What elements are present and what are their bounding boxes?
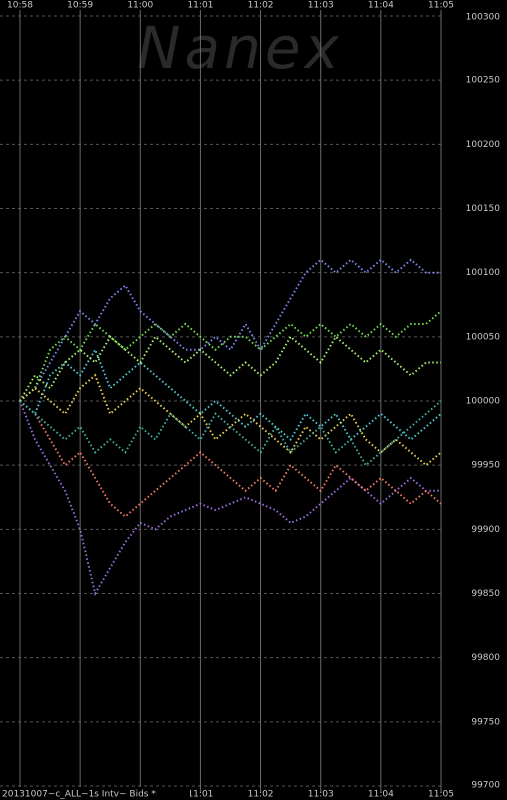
x-tick-label-top: 11:01 (187, 1, 213, 11)
y-tick-label: 99750 (471, 717, 500, 727)
x-tick-label-top: 11:02 (248, 1, 274, 11)
series-line (19, 310, 442, 402)
x-tick-label-top: 11:00 (127, 1, 153, 11)
y-tick-label: 100050 (466, 332, 501, 342)
watermark: Nanex (137, 14, 343, 82)
series-line (19, 258, 441, 402)
y-tick-label: 100250 (466, 76, 501, 86)
y-tick-label: 99850 (471, 589, 500, 599)
series-line (19, 400, 441, 597)
x-tick-label-bottom: 11:03 (308, 790, 334, 800)
series-line (19, 400, 442, 518)
y-tick-label: 100100 (466, 268, 501, 278)
x-tick-label-top: 11:05 (428, 1, 454, 11)
series-line (19, 400, 442, 467)
x-tick-label-top: 11:04 (368, 1, 394, 11)
y-tick-label: 100150 (466, 204, 501, 214)
x-tick-label-top: 10:59 (67, 1, 93, 11)
y-tick-label: 100200 (466, 140, 501, 150)
x-tick-label-bottom: 11:01 (187, 790, 213, 800)
x-tick-label-bottom: 11:05 (428, 790, 454, 800)
x-tick-label-bottom: 11:02 (248, 790, 274, 800)
footer-bg (0, 787, 190, 800)
y-tick-label: 99700 (471, 781, 500, 791)
y-tick-label: 99900 (471, 525, 500, 535)
x-tick-label-top: 11:03 (308, 1, 334, 11)
x-tick-label-bottom: 11:04 (368, 790, 394, 800)
y-tick-label: 99800 (471, 653, 500, 663)
y-tick-label: 99950 (471, 461, 500, 471)
y-tick-label: 100300 (466, 13, 501, 23)
series-line (19, 335, 441, 402)
footer: 20131007~c_ALL~1s Intv~ Bids * (2, 790, 156, 800)
x-tick-label-top: 10:58 (7, 1, 33, 11)
y-tick-label: 100000 (466, 397, 501, 407)
